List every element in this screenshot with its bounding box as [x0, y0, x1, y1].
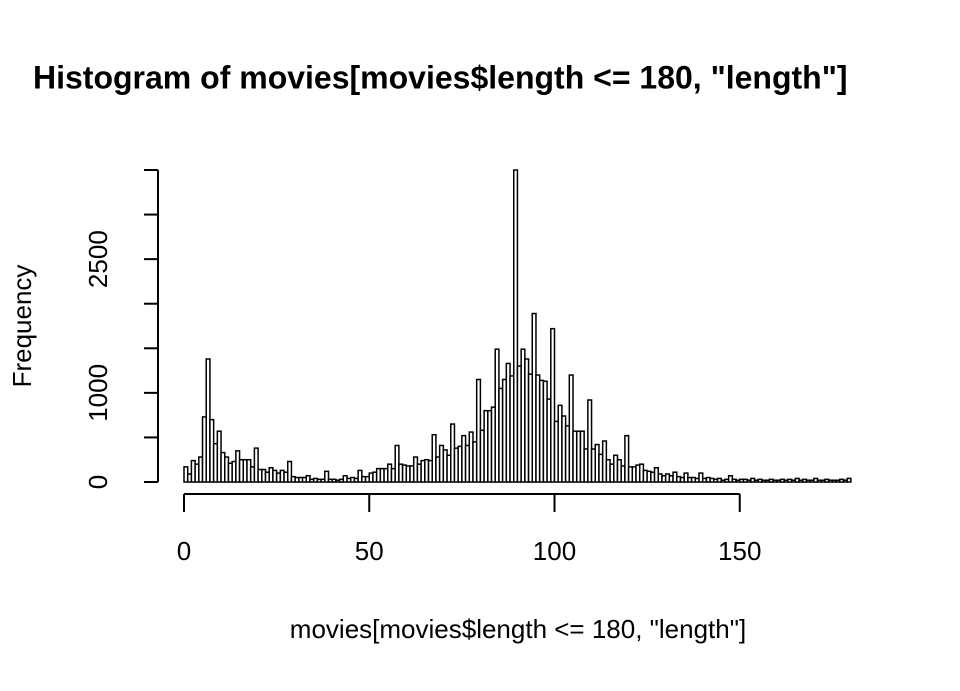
bar — [550, 327, 556, 483]
bar — [698, 472, 704, 483]
bar — [512, 169, 519, 483]
x-tick-label: 100 — [533, 536, 576, 566]
y-tick-label: 1000 — [83, 364, 113, 422]
bar — [324, 470, 330, 483]
bar — [568, 374, 574, 483]
x-tick-label: 0 — [177, 536, 191, 566]
y-axis-label: Frequency — [7, 265, 37, 388]
bar — [253, 447, 259, 483]
y-tick-label: 2500 — [83, 230, 113, 288]
x-axis-label: movies[movies$length <= 180, "length"] — [290, 614, 746, 644]
bar — [846, 477, 852, 483]
x-tick-label: 150 — [718, 536, 761, 566]
chart-title: Histogram of movies[movies$length <= 180… — [33, 59, 848, 95]
bar — [624, 434, 630, 483]
bar — [286, 460, 293, 483]
bar — [587, 399, 593, 483]
y-tick-label: 0 — [83, 475, 113, 489]
x-tick-label: 50 — [355, 536, 384, 566]
